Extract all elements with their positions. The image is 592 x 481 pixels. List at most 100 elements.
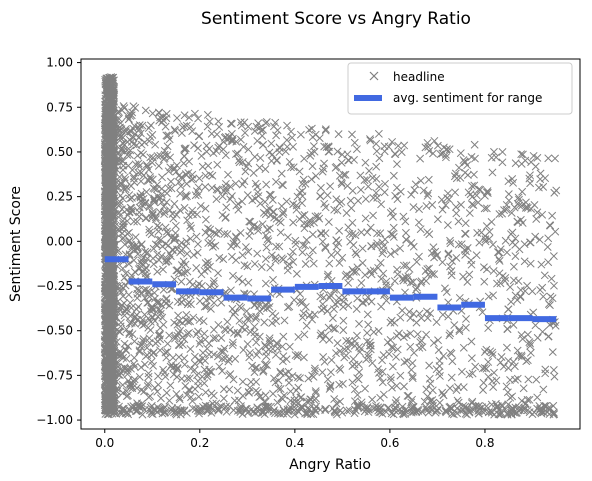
scatter-point — [109, 192, 118, 201]
scatter-point — [141, 352, 150, 361]
scatter-point — [321, 243, 330, 251]
scatter-point — [389, 232, 398, 241]
scatter-point — [552, 186, 561, 195]
scatter-point — [209, 350, 218, 359]
scatter-point — [523, 330, 532, 339]
scatter-point — [127, 318, 136, 327]
y-tick-label: 0.00 — [46, 234, 73, 248]
scatter-point — [501, 236, 510, 245]
scatter-point — [109, 323, 118, 332]
scatter-point — [432, 318, 441, 327]
scatter-point — [548, 294, 557, 303]
scatter-point — [149, 260, 158, 269]
scatter-point — [455, 293, 464, 302]
scatter-point — [129, 172, 138, 181]
scatter-point — [509, 358, 518, 366]
scatter-point — [245, 232, 254, 240]
scatter-point — [518, 150, 527, 159]
scatter-point — [424, 408, 433, 417]
scatter-point — [127, 137, 136, 146]
scatter-point — [105, 295, 114, 304]
scatter-point — [144, 314, 153, 323]
scatter-point — [119, 234, 128, 242]
scatter-point — [232, 256, 240, 265]
scatter-point — [455, 327, 464, 336]
scatter-point — [361, 158, 370, 167]
scatter-point — [204, 257, 213, 266]
scatter-point — [100, 345, 109, 354]
scatter-point — [167, 184, 176, 193]
scatter-point — [363, 329, 372, 337]
scatter-point — [388, 362, 397, 371]
scatter-point — [465, 408, 474, 417]
scatter-point — [348, 130, 356, 139]
scatter-point — [138, 121, 147, 130]
scatter-point — [393, 345, 402, 354]
scatter-point — [218, 354, 227, 363]
scatter-point — [524, 375, 533, 384]
scatter-point — [321, 126, 330, 135]
scatter-point — [346, 196, 355, 205]
scatter-point — [162, 254, 171, 263]
scatter-point — [310, 404, 319, 413]
scatter-point — [292, 205, 301, 214]
scatter-point — [481, 232, 490, 241]
scatter-point — [347, 204, 356, 213]
scatter-point — [349, 241, 358, 250]
scatter-point — [139, 202, 148, 211]
scatter-point — [163, 347, 172, 356]
scatter-point — [502, 382, 511, 391]
scatter-point — [117, 106, 126, 115]
scatter-point — [142, 160, 151, 169]
scatter-point — [290, 410, 299, 419]
scatter-point — [251, 409, 260, 418]
scatter-point — [256, 123, 264, 132]
scatter-point — [375, 154, 384, 163]
scatter-point — [376, 229, 385, 238]
scatter-point — [412, 257, 421, 266]
scatter-point — [296, 130, 305, 139]
scatter-point — [163, 151, 172, 160]
scatter-point — [355, 319, 363, 328]
scatter-point — [483, 187, 492, 196]
scatter-point — [510, 362, 519, 371]
scatter-point — [301, 241, 310, 250]
chart-title: Sentiment Score vs Angry Ratio — [201, 9, 471, 29]
scatter-point — [422, 307, 431, 316]
scatter-point — [170, 163, 179, 172]
scatter-point — [153, 312, 162, 321]
scatter-point — [503, 248, 511, 257]
scatter-point — [124, 410, 133, 419]
scatter-point — [340, 353, 349, 362]
scatter-point — [125, 319, 134, 328]
scatter-point — [125, 237, 133, 246]
scatter-point — [289, 257, 298, 266]
scatter-point — [226, 286, 235, 295]
scatter-point — [502, 200, 511, 209]
scatter-point — [323, 375, 332, 384]
plot-area-frame — [80, 58, 581, 430]
scatter-point — [487, 400, 496, 409]
scatter-point — [127, 364, 135, 373]
scatter-point — [108, 385, 117, 394]
scatter-point — [183, 300, 192, 309]
scatter-point — [102, 76, 111, 85]
y-tick-label: −1.00 — [36, 413, 73, 427]
scatter-point — [196, 201, 205, 210]
scatter-point — [253, 249, 262, 258]
scatter-point — [285, 157, 294, 166]
scatter-point — [437, 195, 446, 204]
scatter-point — [368, 173, 377, 182]
scatter-point — [212, 185, 221, 194]
scatter-point — [190, 141, 199, 150]
scatter-point — [396, 244, 405, 253]
scatter-point — [221, 326, 230, 335]
scatter-point — [319, 304, 328, 313]
scatter-point — [155, 256, 163, 265]
scatter-point — [256, 199, 265, 208]
scatter-point — [445, 331, 454, 340]
scatter-point — [215, 362, 224, 371]
scatter-point — [488, 348, 497, 357]
scatter-point — [107, 365, 116, 374]
scatter-point — [348, 265, 357, 274]
